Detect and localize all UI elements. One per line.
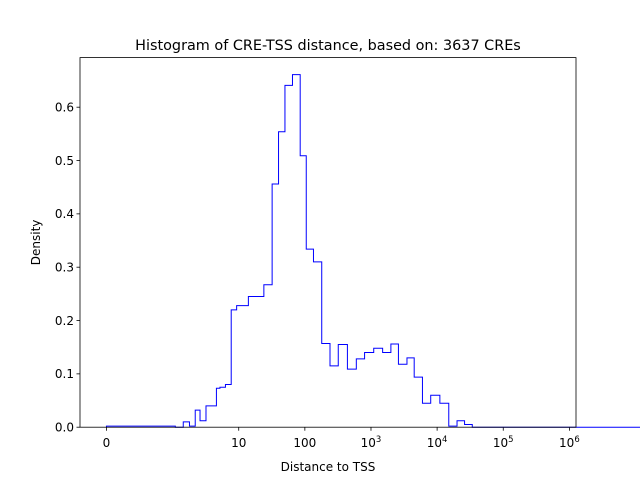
y-axis: 0.0 0.1 0.2 0.3 0.4 0.5 0.6 [55, 101, 80, 435]
y-tick-label: 0.5 [55, 154, 74, 168]
plot-frame [79, 57, 577, 428]
x-tick-label: 10 [231, 436, 246, 450]
y-tick-label: 0.6 [55, 101, 74, 115]
x-tick-label: 105 [493, 435, 514, 450]
chart-title: Histogram of CRE-TSS distance, based on:… [135, 38, 521, 54]
x-tick-label: 106 [559, 435, 580, 450]
x-tick-label: 103 [361, 435, 382, 450]
x-axis: 0 10 100 103 104 105 106 [103, 427, 580, 450]
plot-area [80, 57, 576, 428]
x-tick-label: 100 [293, 436, 316, 450]
x-tick-label: 104 [427, 435, 448, 450]
x-tick-label: 0 [103, 436, 111, 450]
y-tick-label: 0.2 [55, 314, 74, 328]
y-tick-label: 0.3 [55, 261, 74, 275]
y-tick-label: 0.4 [55, 207, 74, 221]
y-axis-label: Density [29, 220, 43, 266]
histogram-series-line [105, 74, 640, 428]
x-axis-label: Distance to TSS [281, 460, 376, 474]
y-tick-label: 0.0 [55, 421, 74, 435]
y-tick-label: 0.1 [55, 367, 74, 381]
